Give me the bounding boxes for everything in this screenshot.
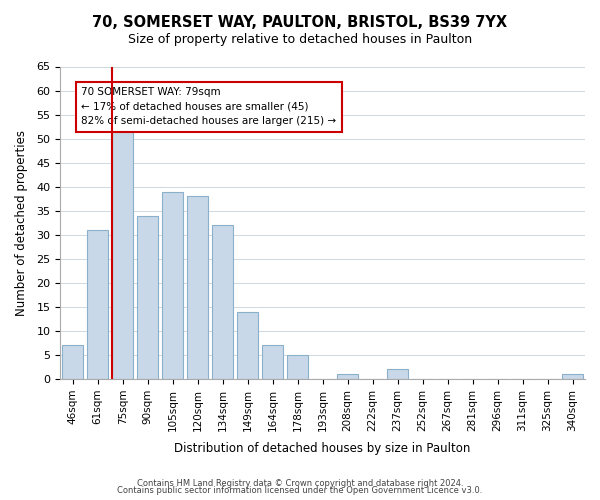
Bar: [287, 355, 308, 379]
Bar: [212, 225, 233, 379]
Bar: [562, 374, 583, 379]
Bar: [262, 346, 283, 379]
Bar: [62, 346, 83, 379]
Text: 70 SOMERSET WAY: 79sqm
← 17% of detached houses are smaller (45)
82% of semi-det: 70 SOMERSET WAY: 79sqm ← 17% of detached…: [81, 87, 336, 126]
Bar: [87, 230, 108, 379]
Bar: [387, 370, 408, 379]
X-axis label: Distribution of detached houses by size in Paulton: Distribution of detached houses by size …: [175, 442, 471, 455]
Bar: [112, 129, 133, 379]
Text: Contains public sector information licensed under the Open Government Licence v3: Contains public sector information licen…: [118, 486, 482, 495]
Bar: [237, 312, 258, 379]
Text: Size of property relative to detached houses in Paulton: Size of property relative to detached ho…: [128, 32, 472, 46]
Y-axis label: Number of detached properties: Number of detached properties: [15, 130, 28, 316]
Bar: [162, 192, 183, 379]
Bar: [137, 216, 158, 379]
Text: 70, SOMERSET WAY, PAULTON, BRISTOL, BS39 7YX: 70, SOMERSET WAY, PAULTON, BRISTOL, BS39…: [92, 15, 508, 30]
Bar: [187, 196, 208, 379]
Bar: [337, 374, 358, 379]
Text: Contains HM Land Registry data © Crown copyright and database right 2024.: Contains HM Land Registry data © Crown c…: [137, 478, 463, 488]
